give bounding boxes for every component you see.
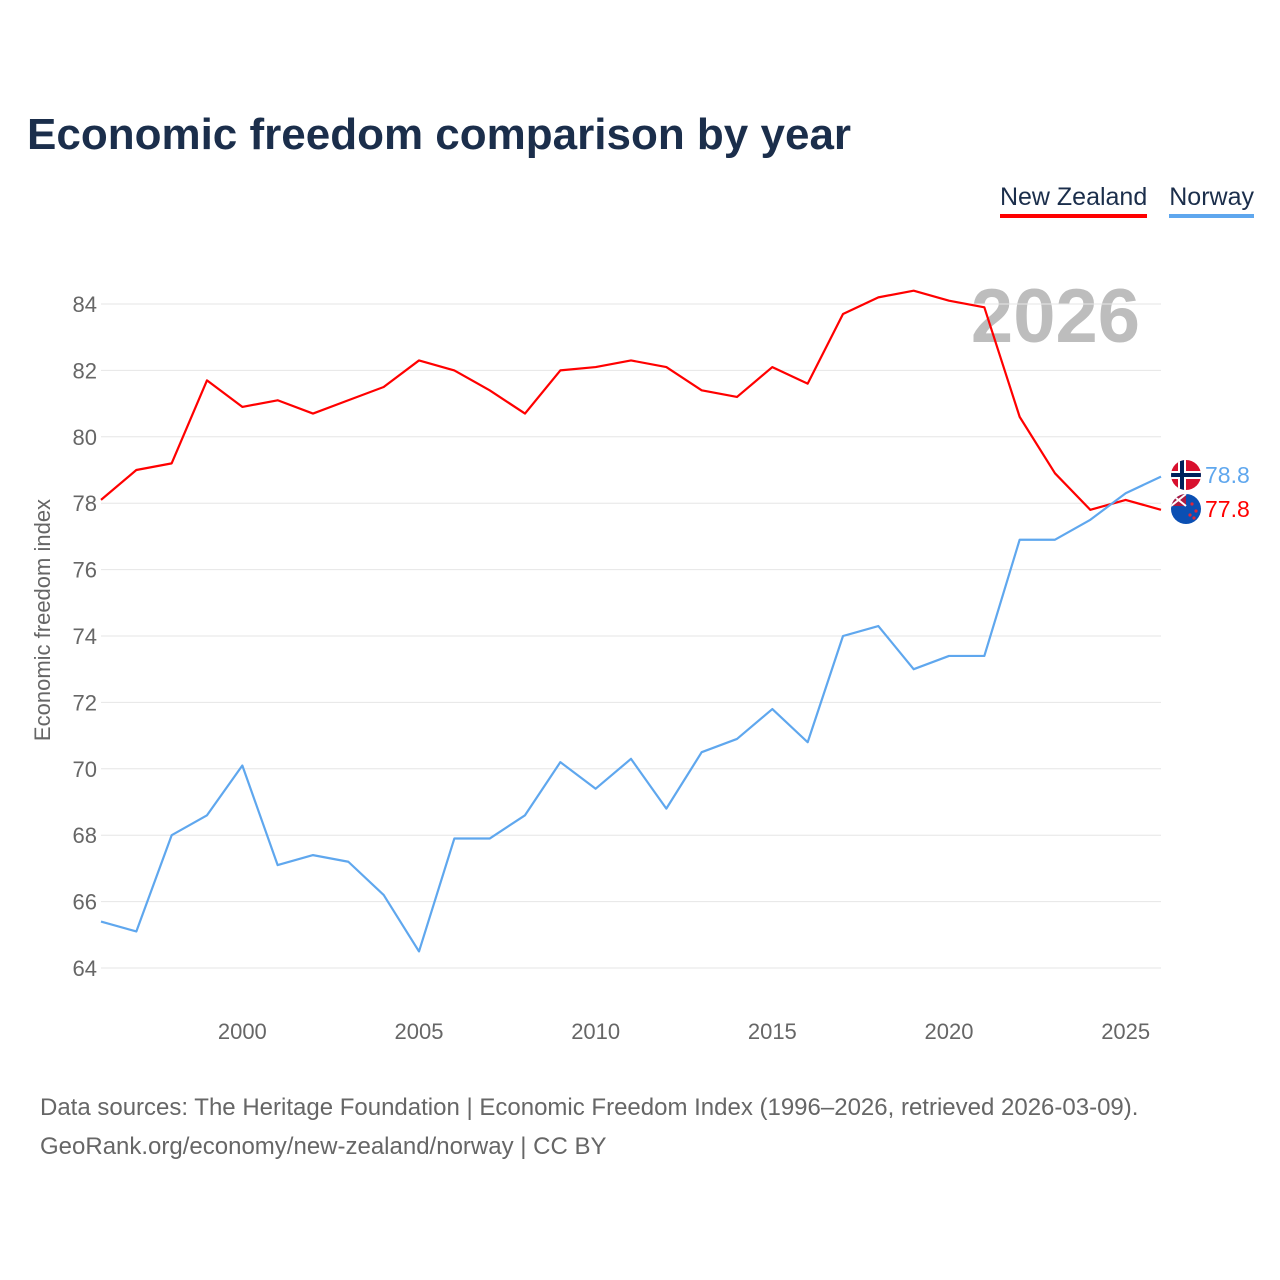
norway-flag-cross-blue-h <box>1171 473 1201 477</box>
x-tick-label: 2025 <box>1101 1019 1150 1044</box>
year-watermark: 2026 <box>971 274 1140 359</box>
new-zealand-flag-star <box>1192 516 1196 520</box>
y-tick-label: 70 <box>73 757 97 782</box>
y-tick-label: 74 <box>73 624 97 649</box>
source-link[interactable]: GeoRank.org/economy/new-zealand/norway |… <box>40 1133 607 1160</box>
y-tick-label: 78 <box>73 491 97 516</box>
x-tick-label: 2020 <box>925 1019 974 1044</box>
new-zealand-flag-star <box>1190 502 1194 506</box>
x-tick-label: 2005 <box>395 1019 444 1044</box>
legend-item-new-zealand[interactable]: New Zealand <box>999 183 1148 218</box>
y-axis-label: Economic freedom index <box>30 499 55 741</box>
new-zealand-flag-star <box>1194 509 1198 513</box>
series-line-new-zealand <box>100 289 1162 511</box>
y-tick-label: 68 <box>73 823 97 848</box>
x-tick-label: 2010 <box>571 1019 620 1044</box>
y-tick-label: 80 <box>73 425 97 450</box>
y-tick-label: 66 <box>73 890 97 915</box>
source-note: Data sources: The Heritage Foundation | … <box>40 1088 1138 1166</box>
end-label-norway: 78.8 <box>1205 462 1250 488</box>
y-tick-label: 64 <box>73 956 97 981</box>
y-tick-label: 82 <box>73 358 97 383</box>
legend: New Zealand Norway <box>999 183 1254 218</box>
new-zealand-flag-star <box>1188 513 1192 517</box>
x-tick-label: 2000 <box>218 1019 267 1044</box>
legend-item-norway[interactable]: Norway <box>1169 183 1254 218</box>
y-tick-label: 84 <box>73 292 97 317</box>
end-label-new-zealand: 77.8 <box>1205 496 1250 522</box>
source-line: Data sources: The Heritage Foundation | … <box>40 1094 1139 1121</box>
x-tick-label: 2015 <box>748 1019 797 1044</box>
y-tick-label: 72 <box>73 690 97 715</box>
chart-title: Economic freedom comparison by year <box>27 110 852 159</box>
series-line-norway <box>100 475 1162 953</box>
y-tick-label: 76 <box>73 558 97 583</box>
